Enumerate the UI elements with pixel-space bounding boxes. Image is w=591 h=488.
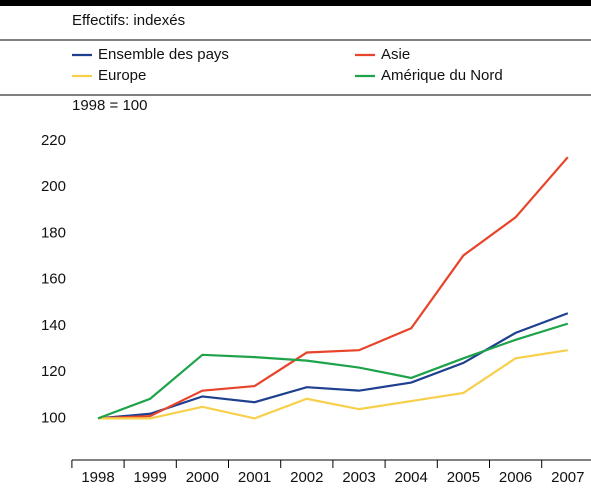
x-tick-label: 2005 xyxy=(447,469,480,486)
axis-note: 1998 = 100 xyxy=(72,97,148,114)
x-tick-label: 2007 xyxy=(551,469,584,486)
y-tick-label: 160 xyxy=(41,271,66,288)
series-line xyxy=(97,156,569,420)
x-tick-label: 2003 xyxy=(342,469,375,486)
x-tick-label: 2001 xyxy=(238,469,271,486)
series-line xyxy=(97,322,569,420)
x-tick-label: 1999 xyxy=(134,469,167,486)
top-bar xyxy=(0,0,591,6)
legend-label: Ensemble des pays xyxy=(98,46,229,63)
series-line xyxy=(97,312,569,420)
legend-label: Asie xyxy=(381,46,410,63)
x-tick-label: 2000 xyxy=(186,469,219,486)
y-tick-label: 100 xyxy=(41,409,66,426)
y-tick-label: 200 xyxy=(41,178,66,195)
x-tick-label: 2002 xyxy=(290,469,323,486)
x-tick-label: 2004 xyxy=(395,469,428,486)
chart-subtitle: Effectifs: indexés xyxy=(72,12,185,29)
legend-label: Europe xyxy=(98,67,146,84)
x-tick-label: 1998 xyxy=(81,469,114,486)
y-tick-label: 120 xyxy=(41,363,66,380)
y-tick-label: 140 xyxy=(41,317,66,334)
legend-label: Amérique du Nord xyxy=(381,67,503,84)
y-tick-label: 220 xyxy=(41,132,66,149)
x-tick-label: 2006 xyxy=(499,469,532,486)
series-line xyxy=(98,349,568,420)
y-tick-label: 180 xyxy=(41,224,66,241)
